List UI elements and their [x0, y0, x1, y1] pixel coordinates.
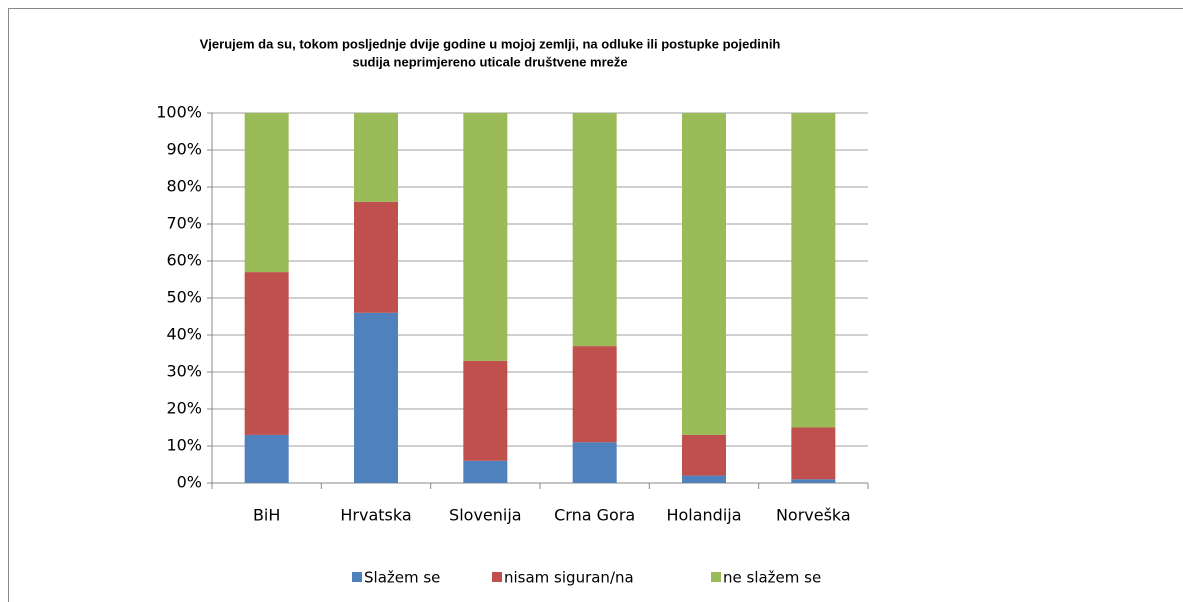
bar-segment	[791, 479, 836, 483]
bar-segment	[463, 113, 508, 361]
y-tick-label: 40%	[166, 325, 202, 344]
legend-swatch	[352, 572, 362, 582]
legend-swatch	[711, 572, 721, 582]
x-tick-label: Crna Gora	[554, 506, 635, 525]
bar-segment	[572, 113, 617, 347]
bar-segment	[572, 346, 617, 443]
x-tick-label: Hrvatska	[340, 506, 411, 525]
y-tick-label: 100%	[156, 103, 202, 122]
bar-segment	[682, 434, 726, 476]
legend-label: nisam siguran/na	[504, 569, 634, 587]
y-tick-label: 10%	[166, 436, 202, 455]
y-tick-label: 0%	[177, 473, 202, 492]
bar-segment	[682, 475, 726, 483]
legend-label: ne slažem se	[723, 569, 821, 587]
bar-segment	[354, 113, 398, 202]
y-tick-label: 80%	[166, 177, 202, 196]
bar-segment	[463, 360, 508, 461]
bar-segment	[682, 113, 726, 435]
bar-segment	[791, 113, 836, 428]
legend-label: Slažem se	[364, 569, 440, 587]
chart-title: Vjerujem da su, tokom posljednje dvije g…	[200, 36, 781, 51]
y-tick-label: 70%	[166, 214, 202, 233]
y-tick-label: 60%	[166, 251, 202, 270]
bar-segment	[244, 272, 289, 435]
bar-segment	[463, 460, 508, 483]
bar-segment	[244, 113, 289, 273]
x-tick-label: BiH	[253, 506, 280, 525]
bar-segment	[791, 427, 836, 480]
y-tick-label: 90%	[166, 140, 202, 159]
x-tick-label: Holandija	[666, 506, 741, 525]
y-tick-label: 30%	[166, 362, 202, 381]
bar-segment	[572, 442, 617, 483]
bar-segment	[244, 434, 289, 483]
x-tick-label: Norveška	[776, 506, 851, 525]
chart-title: sudija neprimjereno uticale društvene mr…	[352, 54, 627, 69]
bar-segment	[354, 201, 398, 313]
legend-swatch	[492, 572, 502, 582]
y-tick-label: 20%	[166, 399, 202, 418]
x-tick-label: Slovenija	[449, 506, 522, 525]
y-tick-label: 50%	[166, 288, 202, 307]
bar-segment	[354, 312, 398, 483]
